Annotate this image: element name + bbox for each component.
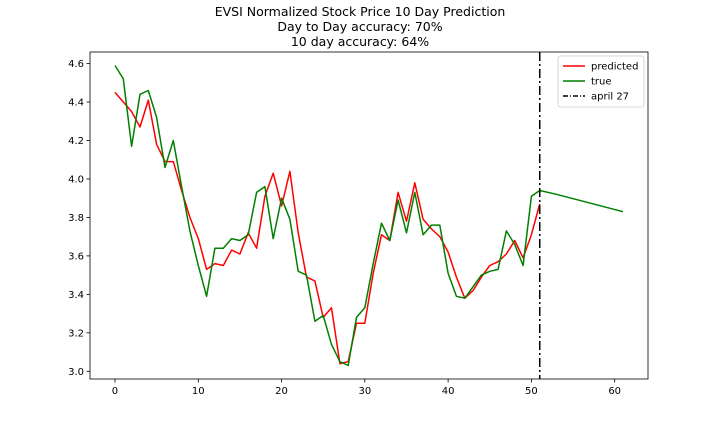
x-axis-ticks: 0 10 20 30 40 50 60	[112, 379, 621, 397]
y-tick-label: 4.4	[68, 98, 84, 109]
x-tick-label: 40	[442, 386, 455, 397]
y-tick-label: 4.0	[68, 174, 84, 185]
chart-subtitle-daily: Day to Day accuracy: 70%	[277, 19, 443, 34]
legend: predicted true april 27	[557, 55, 645, 108]
series-line-predicted	[114, 91, 541, 365]
legend-label-april-27: april 27	[591, 92, 629, 103]
y-tick-label: 3.0	[68, 367, 84, 378]
y-tick-label: 4.6	[68, 59, 84, 70]
y-tick-label: 3.2	[68, 328, 84, 339]
x-tick-label: 10	[192, 386, 205, 397]
series-line-true	[114, 65, 624, 367]
legend-box	[557, 55, 645, 108]
y-tick-label: 3.6	[68, 251, 84, 262]
x-tick-label: 50	[525, 386, 538, 397]
y-tick-label: 3.4	[68, 290, 84, 301]
x-tick-label: 20	[275, 386, 288, 397]
y-tick-label: 3.8	[68, 213, 84, 224]
chart-title-block: EVSI Normalized Stock Price 10 Day Predi…	[0, 4, 720, 49]
x-tick-label: 0	[112, 386, 118, 397]
x-tick-label: 30	[358, 386, 371, 397]
y-axis-ticks: 3.0 3.2 3.4 3.6 3.8 4.0 4.2 4.4 4.6	[68, 59, 90, 378]
plot-area-frame	[89, 51, 649, 380]
legend-label-true: true	[591, 77, 612, 88]
chart-subtitle-tenday: 10 day accuracy: 64%	[290, 34, 430, 49]
legend-label-predicted: predicted	[591, 62, 638, 73]
series-layer	[114, 65, 624, 367]
y-tick-label: 4.2	[68, 136, 84, 147]
chart-title: EVSI Normalized Stock Price 10 Day Predi…	[214, 4, 506, 19]
x-tick-label: 60	[608, 386, 621, 397]
